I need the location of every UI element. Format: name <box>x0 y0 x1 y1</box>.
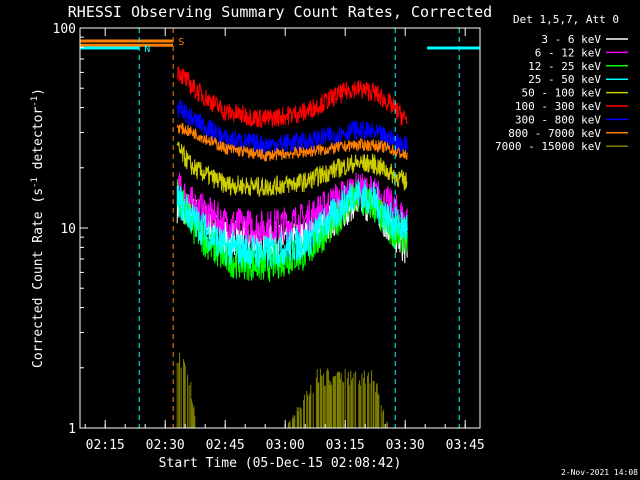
trace-line <box>176 66 408 129</box>
series-25-50-kev <box>176 179 408 269</box>
y-tick-label: 10 <box>60 222 76 237</box>
legend-entry-label: 12 - 25 keV <box>528 60 601 73</box>
y-label-part: -1 <box>30 96 40 107</box>
x-tick-label: 02:30 <box>146 438 185 453</box>
y-label-part: detector <box>31 107 46 178</box>
series-800-7000-kev <box>80 43 408 163</box>
y-label-part: -1 <box>30 177 40 188</box>
trace-line <box>176 179 408 269</box>
series-50-100-kev <box>176 141 408 198</box>
footer-date: 2-Nov-2021 14:08 <box>561 468 638 477</box>
y-tick-label: 100 <box>53 22 76 37</box>
x-tick-label: 03:00 <box>266 438 305 453</box>
y-label-part: Corrected Count Rate (s <box>31 188 46 368</box>
series-100-300-kev <box>176 66 408 129</box>
y-axis-label: Corrected Count Rate (s-1 detector-1) <box>30 88 46 368</box>
legend-entry-label: 100 - 300 keV <box>515 100 601 113</box>
y-label-part: ) <box>31 88 46 96</box>
trace-line <box>176 122 408 163</box>
x-tick-label: 03:45 <box>446 438 485 453</box>
trace-line <box>176 178 408 282</box>
flag-markers: NS <box>80 28 480 428</box>
x-axis-label: Start Time (05-Dec-15 02:08:42) <box>159 456 402 471</box>
legend-entry-label: 25 - 50 keV <box>528 73 601 86</box>
trace-line <box>176 141 408 198</box>
series-12-25-kev <box>176 178 408 282</box>
legend-entry-label: 50 - 100 keV <box>522 87 602 100</box>
legend-entry-label: 800 - 7000 keV <box>508 127 601 140</box>
series-300-800-kev <box>176 99 408 155</box>
legend-entry-label: 7000 - 15000 keV <box>495 140 601 153</box>
x-tick-label: 03:15 <box>326 438 365 453</box>
trace-line <box>176 99 408 155</box>
flag-label: S <box>178 37 184 48</box>
x-tick-label: 02:45 <box>206 438 245 453</box>
legend-title: Det 1,5,7, Att 0 <box>513 13 619 26</box>
legend-entry-label: 3 - 6 keV <box>541 33 601 46</box>
series-traces <box>80 43 408 428</box>
axes: 02:15 02:30 02:45 03:00 03:15 03:30 03:45 1 10 10… <box>53 22 485 453</box>
chart-title: RHESSI Observing Summary Count Rates, Co… <box>68 3 492 21</box>
series-7000-15000-kev <box>176 352 389 428</box>
flag-label: N <box>144 44 150 55</box>
legend-entry-label: 300 - 800 keV <box>515 113 601 126</box>
x-tick-label: 02:15 <box>86 438 125 453</box>
x-tick-label: 03:30 <box>386 438 425 453</box>
legend-entry-label: 6 - 12 keV <box>535 46 602 59</box>
y-tick-label: 1 <box>68 422 76 437</box>
